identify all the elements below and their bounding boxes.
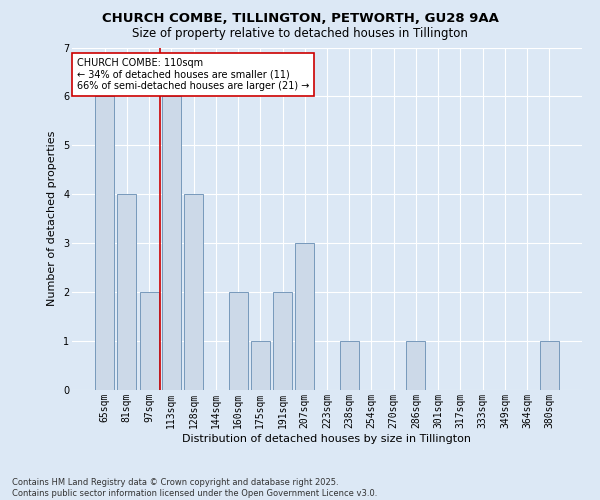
Bar bbox=[251, 341, 270, 390]
Bar bbox=[540, 341, 559, 390]
Bar bbox=[406, 341, 425, 390]
Text: CHURCH COMBE, TILLINGTON, PETWORTH, GU28 9AA: CHURCH COMBE, TILLINGTON, PETWORTH, GU28… bbox=[101, 12, 499, 26]
Bar bbox=[95, 96, 114, 390]
Bar bbox=[295, 243, 314, 390]
Bar bbox=[340, 341, 359, 390]
Bar bbox=[118, 194, 136, 390]
Bar bbox=[273, 292, 292, 390]
Y-axis label: Number of detached properties: Number of detached properties bbox=[47, 131, 58, 306]
Bar bbox=[184, 194, 203, 390]
Bar bbox=[229, 292, 248, 390]
Bar bbox=[140, 292, 158, 390]
Bar bbox=[162, 96, 181, 390]
Text: Size of property relative to detached houses in Tillington: Size of property relative to detached ho… bbox=[132, 28, 468, 40]
Text: CHURCH COMBE: 110sqm
← 34% of detached houses are smaller (11)
66% of semi-detac: CHURCH COMBE: 110sqm ← 34% of detached h… bbox=[77, 58, 310, 91]
Text: Contains HM Land Registry data © Crown copyright and database right 2025.
Contai: Contains HM Land Registry data © Crown c… bbox=[12, 478, 377, 498]
X-axis label: Distribution of detached houses by size in Tillington: Distribution of detached houses by size … bbox=[182, 434, 472, 444]
